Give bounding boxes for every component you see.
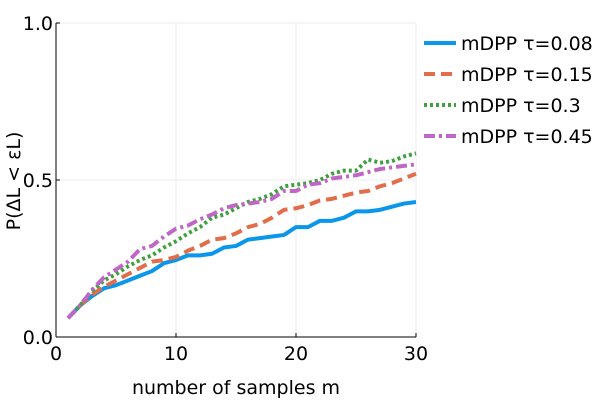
- x-tick-label: 30: [404, 343, 428, 365]
- legend-label-4: mDPP τ=0.45: [461, 126, 593, 148]
- x-tick-label: 10: [164, 343, 188, 365]
- legend-label-3: mDPP τ=0.3: [461, 95, 581, 117]
- series-line-2: [66, 171, 417, 320]
- x-tick-label: 20: [284, 343, 308, 365]
- x-tick-label: 0: [50, 343, 62, 365]
- tick-labels: 0 10 20 30 0.0 0.5 1.0: [23, 13, 428, 365]
- legend-label-2: mDPP τ=0.15: [461, 64, 593, 86]
- series-line-1: [66, 199, 417, 320]
- series-line-4: [66, 162, 417, 320]
- y-axis-label: P(ΔL < εL): [3, 132, 25, 231]
- grid: [56, 22, 417, 337]
- series-group: [66, 151, 417, 320]
- y-tick-label: 1.0: [23, 13, 53, 35]
- y-tick-label: 0.5: [23, 170, 53, 192]
- y-tick-label: 0.0: [23, 327, 53, 349]
- legend: mDPP τ=0.08 mDPP τ=0.15 mDPP τ=0.3 mDPP τ=0…: [424, 33, 593, 148]
- legend-label-1: mDPP τ=0.08: [461, 33, 593, 55]
- x-axis-label: number of samples m: [132, 377, 340, 399]
